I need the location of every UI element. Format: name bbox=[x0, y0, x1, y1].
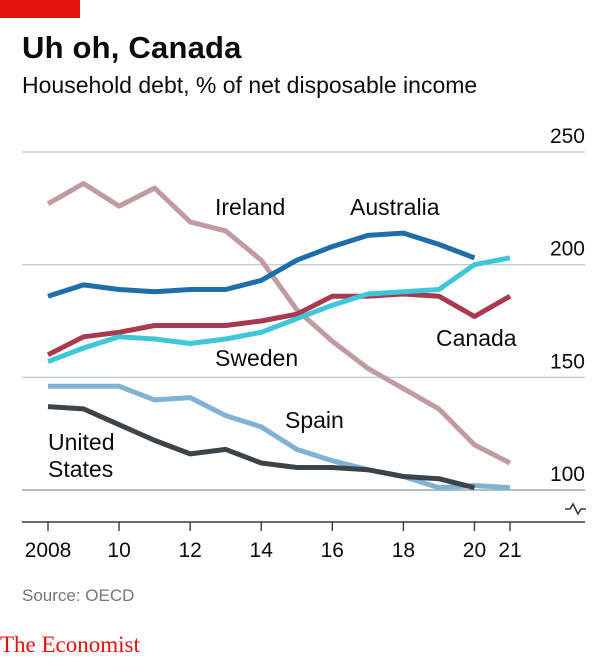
series-label-canada: Canada bbox=[436, 325, 517, 351]
series-line-australia bbox=[47, 230, 476, 299]
economist-logo-text: The Economist bbox=[0, 632, 140, 657]
source-note: Source: OECD bbox=[22, 586, 135, 605]
x-tick-label: 16 bbox=[321, 539, 344, 562]
y-tick-label: 250 bbox=[550, 125, 585, 148]
brand-red-tag bbox=[0, 0, 80, 18]
x-tick-label: 20 bbox=[463, 539, 486, 562]
series-label-australia: Australia bbox=[350, 194, 440, 220]
x-tick-label: 14 bbox=[250, 539, 274, 562]
series-label-spain: Spain bbox=[285, 407, 344, 433]
series-line-united-states bbox=[47, 404, 476, 491]
x-tick-label: 21 bbox=[498, 539, 521, 562]
series-line-canada bbox=[46, 291, 512, 358]
series-layer bbox=[46, 181, 512, 491]
grid-layer: 100 150 200 250 bbox=[22, 125, 586, 516]
x-tick-label: 2008 bbox=[25, 539, 72, 562]
x-tick-label: 10 bbox=[107, 539, 130, 562]
series-label-ireland: Ireland bbox=[215, 194, 285, 220]
x-tick-label: 18 bbox=[392, 539, 415, 562]
series-line-spain bbox=[48, 383, 511, 491]
x-tick-label: 12 bbox=[178, 539, 201, 562]
y-tick-label: 200 bbox=[550, 238, 585, 261]
y-tick-label: 150 bbox=[550, 350, 585, 373]
series-line-ireland bbox=[46, 181, 512, 466]
series-label-united-states: States bbox=[48, 456, 113, 482]
axis-layer: 2008 10 12 14 16 18 20 21 bbox=[22, 521, 585, 562]
series-label-united-states: United bbox=[48, 429, 114, 455]
axis-break-icon bbox=[565, 502, 586, 516]
series-line-sweden bbox=[47, 255, 511, 364]
y-tick-label: 100 bbox=[550, 463, 585, 486]
chart-subtitle: Household debt, % of net disposable inco… bbox=[22, 72, 478, 98]
series-label-sweden: Sweden bbox=[215, 345, 298, 371]
series-label-layer: Ireland Australia Canada Sweden Spain UnitedS… bbox=[48, 194, 517, 482]
chart-title: Uh oh, Canada bbox=[22, 30, 242, 65]
